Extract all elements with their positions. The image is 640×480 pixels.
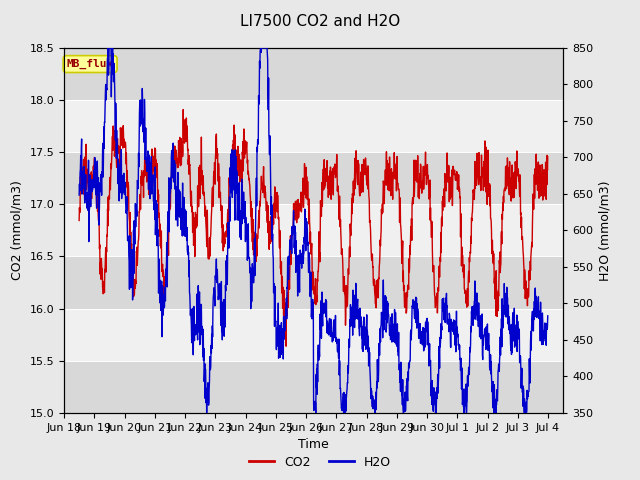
Bar	[64, 204, 563, 256]
Bar	[64, 48, 563, 100]
Bar	[64, 309, 563, 360]
Y-axis label: H2O (mmol/m3): H2O (mmol/m3)	[599, 180, 612, 281]
Legend: CO2, H2O: CO2, H2O	[244, 451, 396, 474]
Text: LI7500 CO2 and H2O: LI7500 CO2 and H2O	[240, 14, 400, 29]
Bar	[64, 152, 563, 204]
Bar	[64, 360, 563, 413]
Y-axis label: CO2 (mmol/m3): CO2 (mmol/m3)	[11, 180, 24, 280]
X-axis label: Time: Time	[298, 438, 329, 451]
Text: MB_flux: MB_flux	[67, 59, 114, 69]
Bar	[64, 100, 563, 152]
Bar	[64, 256, 563, 309]
